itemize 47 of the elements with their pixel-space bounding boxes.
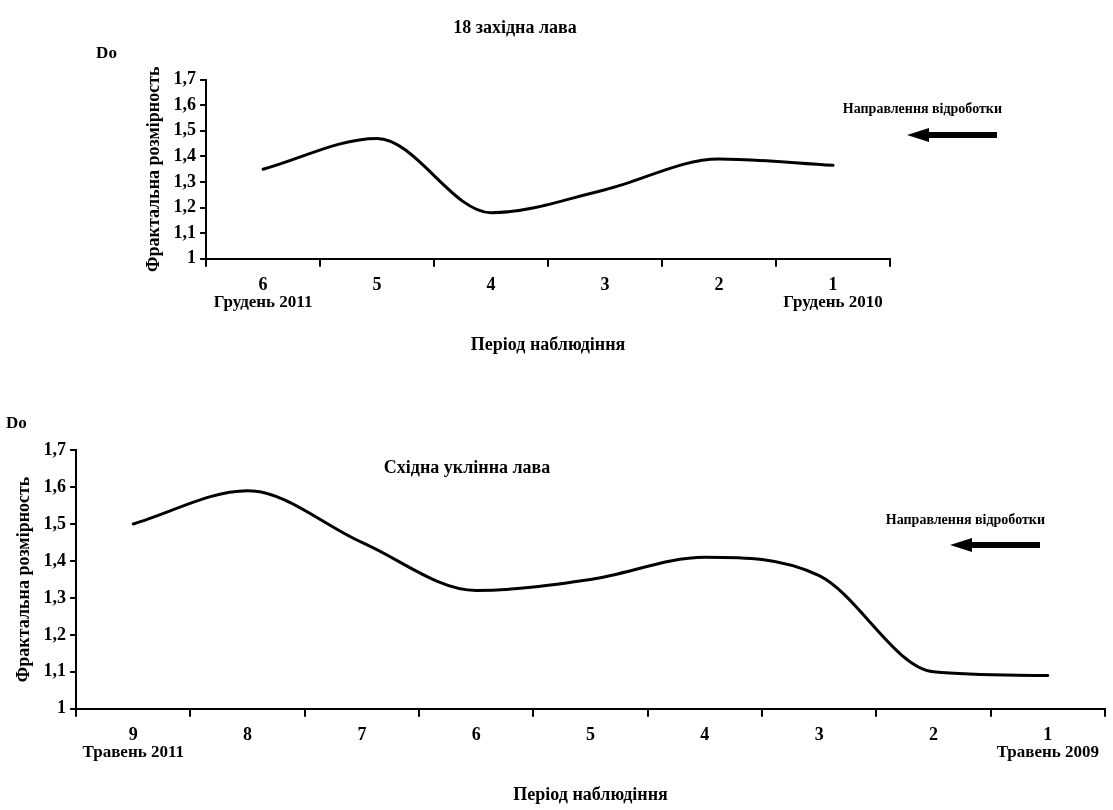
chart-title: 18 західна лава [453, 17, 577, 38]
x-tick-label: 7 [357, 724, 367, 745]
x-tick-label: 2 [714, 274, 724, 295]
text: Травень 2011 [82, 742, 184, 762]
y-tick-label: 1,5 [173, 119, 197, 140]
annotation: Направлення відроботки [842, 101, 1002, 117]
y-axis-title: Фрактальна розмірность [13, 476, 34, 683]
annotation: Направлення відроботки [885, 511, 1045, 527]
x-tick-label: 8 [243, 724, 253, 745]
y-tick-label: 1,3 [43, 586, 67, 607]
text: Do [6, 413, 27, 433]
x-axis-title: Період наблюдіння [513, 783, 669, 804]
chart-title: Східна уклінна лава [383, 456, 551, 477]
y-tick-label: 1,7 [43, 438, 67, 459]
text: Грудень 2011 [213, 292, 313, 312]
x-tick-label: 9 [128, 724, 138, 745]
y-tick-label: 1,1 [173, 221, 197, 242]
x-tick-label: 1 [1043, 724, 1053, 745]
x-tick-label: 6 [471, 724, 481, 745]
y-tick-label: 1,2 [43, 623, 67, 644]
y-tick-label: 1,2 [173, 196, 197, 217]
text: Травень 2009 [996, 742, 1100, 762]
y-tick-label: 1,3 [173, 170, 197, 191]
x-tick-label: 3 [600, 274, 610, 295]
x-tick-label: 2 [929, 724, 939, 745]
y-axis-title: Фрактальна розмірность [143, 65, 164, 272]
x-tick-label: 4 [700, 724, 710, 745]
y-tick-label: 1,7 [173, 68, 197, 89]
line-series [131, 489, 1050, 678]
y-tick-label: 1,4 [173, 145, 197, 166]
line-series [261, 136, 835, 215]
y-tick-label: 1,6 [173, 93, 197, 114]
x-tick-label: 5 [586, 724, 596, 745]
x-tick-label: 3 [814, 724, 824, 745]
x-tick-label: 5 [372, 274, 382, 295]
y-tick-label: 1,5 [43, 512, 67, 533]
x-tick-label: 6 [258, 274, 268, 295]
y-tick-label: 1 [187, 247, 197, 268]
x-tick-label: 4 [486, 274, 496, 295]
x-tick-label: 1 [828, 274, 838, 295]
x-axis-title: Період наблюдіння [470, 333, 626, 354]
y-tick-label: 1,1 [43, 660, 67, 681]
text: Do [96, 42, 117, 62]
text: Грудень 2010 [783, 292, 883, 312]
y-tick-label: 1,4 [43, 549, 67, 570]
y-tick-label: 1,6 [43, 475, 67, 496]
y-tick-label: 1 [57, 697, 67, 718]
